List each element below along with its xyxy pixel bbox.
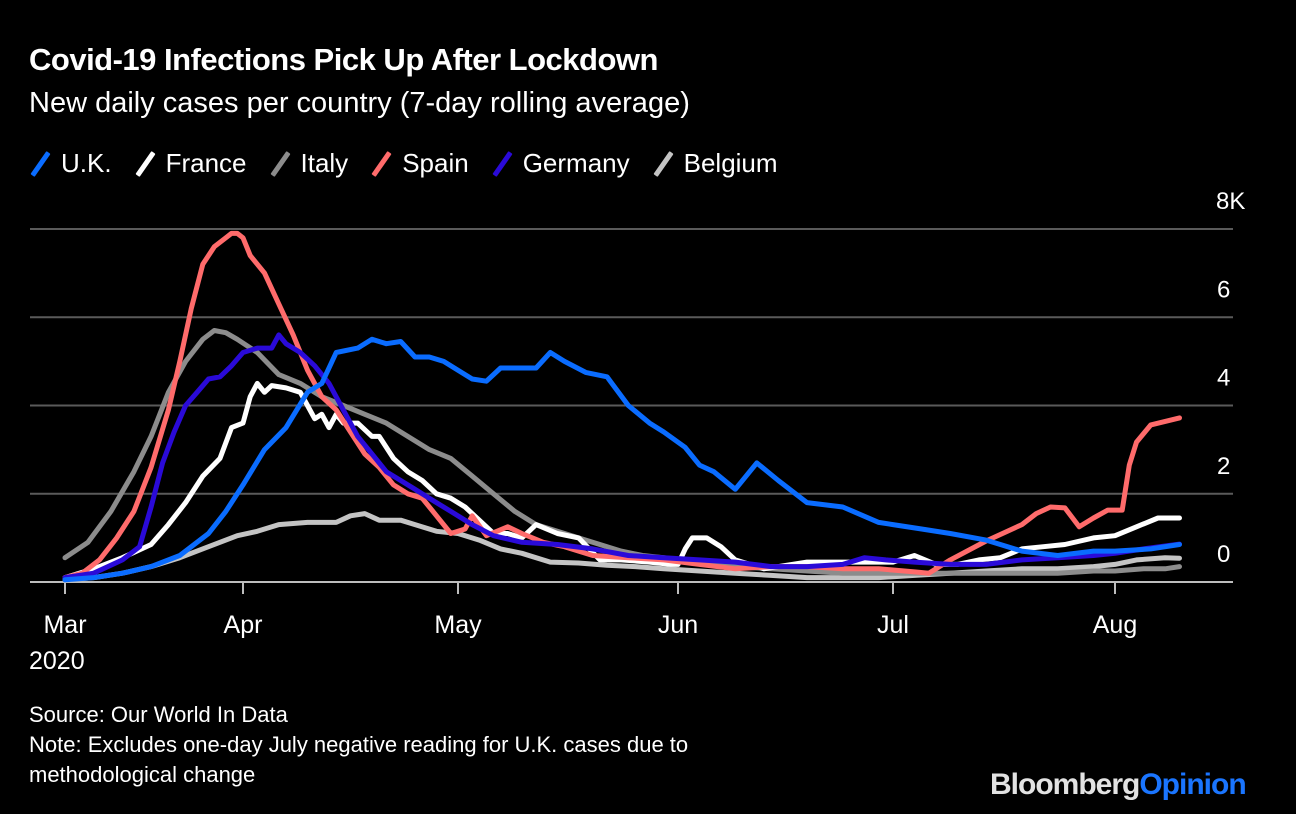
chart-subtitle: New daily cases per country (7-day rolli… [29,87,690,119]
series-line-germany [62,332,1182,581]
y-tick-label: 8K [1216,188,1245,215]
legend-label: Germany [522,148,630,178]
legend-item-germany: Germany [491,148,630,179]
legend-label: Italy [300,148,349,178]
legend-item-france: France [134,148,247,179]
series-line-spain [62,230,1182,581]
footnote-line-2: methodological change [29,762,256,787]
legend-item-italy: Italy [269,148,349,179]
y-tick-label: 6 [1217,276,1230,303]
x-tick-label: Jun [658,611,698,639]
x-tick-label: Mar [43,611,86,639]
legend: U.K. France Italy Spain Germany Belgium [29,148,800,179]
x-year-label: 2020 [29,647,85,675]
chart-title: Covid-19 Infections Pick Up After Lockdo… [29,42,658,77]
y-tick-label: 4 [1217,365,1230,392]
x-tick-label: Apr [224,611,263,639]
legend-label: Spain [402,148,469,178]
legend-label: France [165,148,247,178]
x-tick-label: May [434,611,482,639]
logo-brand: Bloomberg [990,768,1140,801]
footnote-line-1: Note: Excludes one-day July negative rea… [29,732,689,757]
legend-item-belgium: Belgium [652,148,778,179]
logo-section: Opinion [1139,768,1246,801]
legend-label: Belgium [683,148,778,178]
legend-label: U.K. [61,148,112,178]
bloomberg-opinion-logo: BloombergOpinion [990,768,1247,802]
legend-item-uk: U.K. [29,148,112,179]
source-note: Source: Our World In Data [29,702,288,727]
series-line-uk [62,336,1182,583]
series-line-italy [62,328,1182,576]
series-line-belgium [62,511,1182,583]
x-tick-label: Jul [877,611,909,639]
y-tick-label: 0 [1217,541,1230,568]
y-tick-label: 2 [1217,453,1230,480]
x-tick-label: Aug [1093,611,1137,639]
legend-item-spain: Spain [370,148,469,179]
